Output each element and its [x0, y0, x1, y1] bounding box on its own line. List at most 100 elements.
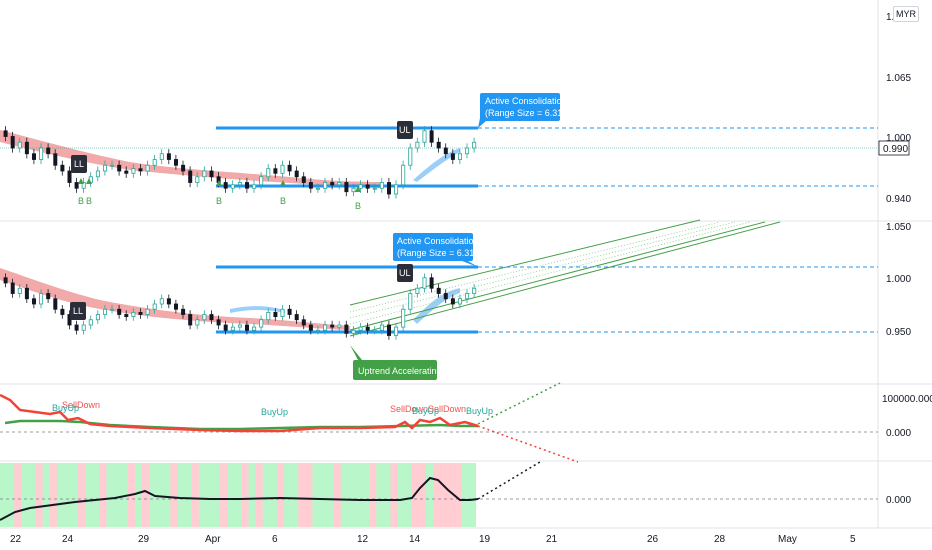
candle-body [202, 314, 207, 321]
candle-body [337, 324, 342, 328]
candle-body [131, 311, 136, 317]
osc-bg-band [184, 463, 192, 527]
volume-green-line[interactable] [4, 419, 478, 431]
osc-bg-band [99, 463, 107, 527]
osc-bg-band [397, 463, 405, 527]
candle-body [465, 147, 470, 155]
candle-body [266, 311, 271, 321]
osc-bg-band [0, 463, 8, 527]
candle-body [351, 329, 356, 334]
candle-body [230, 184, 235, 189]
candle-body [166, 153, 171, 160]
candle-body [10, 282, 15, 294]
time-axis[interactable]: 22 24 29 Apr 6 12 14 19 21 26 28 May 5 [10, 534, 856, 545]
ll-label-pane1[interactable]: LL [71, 155, 87, 173]
candles-pane2[interactable] [3, 273, 477, 340]
candle-body [145, 308, 150, 315]
osc-bg-band [454, 463, 462, 527]
candle-body [315, 329, 320, 332]
annotation-uptrend[interactable]: Uptrend Accelerating [350, 345, 442, 380]
candle-body [110, 164, 115, 167]
osc-bg-band [305, 463, 313, 527]
candle-body [237, 324, 242, 328]
candle-body [81, 182, 86, 189]
candle-body [394, 326, 399, 336]
candles-pane1[interactable] [3, 126, 477, 199]
candle-body [259, 319, 264, 328]
candle-body [465, 293, 470, 300]
candle-body [372, 329, 377, 332]
candle-body [408, 293, 413, 310]
oscillator-background [0, 463, 476, 527]
osc-bg-band [177, 463, 185, 527]
price-tick: 1.065 [886, 73, 911, 84]
candle-body [308, 182, 313, 189]
candle-body [394, 184, 399, 195]
candle-body [443, 293, 448, 300]
candle-body [294, 170, 299, 178]
osc-line[interactable] [0, 476, 479, 521]
candle-body [24, 141, 29, 155]
buy-marker-label: B [355, 201, 361, 211]
candle-body [74, 182, 79, 189]
candle-body [450, 298, 455, 305]
candle-body [32, 298, 37, 305]
candle-body [145, 164, 150, 172]
currency-badge[interactable]: MYR [893, 6, 919, 22]
osc-bg-band [255, 463, 263, 527]
candle-body [386, 324, 391, 336]
candle-body [344, 324, 349, 334]
candle-body [209, 314, 214, 321]
osc-bg-band [63, 463, 72, 527]
buy-marker-label: B [280, 196, 286, 206]
candle-body [301, 319, 306, 326]
price-tick: 0.940 [886, 194, 911, 205]
osc-bg-band [426, 463, 434, 527]
osc-bg-band [276, 463, 285, 527]
osc-bg-band [21, 463, 29, 527]
svg-text:(Range Size = 6.31%): (Range Size = 6.31%) [397, 248, 485, 258]
uptrend-channel[interactable] [349, 219, 781, 337]
candle-body [117, 164, 122, 172]
candle-body [436, 287, 441, 294]
ul-label-pane1[interactable]: UL [397, 121, 413, 139]
date-label: 6 [272, 534, 278, 545]
ll-label-pane2[interactable]: LL [70, 302, 86, 320]
osc-bg-band [269, 463, 278, 527]
candle-body [401, 164, 406, 186]
buy-markers[interactable]: B B B B B [78, 178, 361, 211]
svg-text:UL: UL [399, 268, 411, 278]
ul-label-pane2[interactable]: UL [397, 264, 413, 282]
candle-body [422, 277, 427, 289]
annotation-consolidation-pane1[interactable]: Active Consolidation (Range Size = 6.31%… [478, 93, 573, 128]
signal-label: BuyUp [261, 407, 288, 417]
candle-body [216, 319, 221, 326]
osc-bg-band [134, 463, 143, 527]
candle-body [422, 130, 427, 143]
ribbon-blue-pane1 [413, 148, 460, 182]
volume-tick: 0.000 [886, 428, 911, 439]
candle-body [3, 130, 8, 137]
candle-body [443, 147, 448, 155]
annotation-consolidation-pane2[interactable]: Active Consolidation (Range Size = 6.31%… [393, 233, 485, 267]
candle-body [472, 141, 477, 149]
osc-bg-band [71, 463, 79, 527]
last-price-tag: 0.990 [878, 140, 910, 156]
ribbon-red-pane2 [0, 268, 350, 330]
candle-body [181, 308, 186, 315]
candle-body [188, 170, 193, 183]
osc-bg-band [234, 463, 242, 527]
volume-red-line[interactable] [0, 393, 479, 433]
date-label: Apr [205, 534, 221, 545]
osc-bg-band [369, 463, 377, 527]
candle-body [450, 153, 455, 160]
osc-bg-band [191, 463, 200, 527]
osc-bg-band [298, 463, 306, 527]
osc-bg-band [213, 463, 221, 527]
signal-label: BuyUp [52, 403, 79, 413]
candle-body [287, 308, 292, 315]
osc-bg-band [205, 463, 214, 527]
osc-proj [477, 461, 541, 500]
candle-body [230, 326, 235, 331]
